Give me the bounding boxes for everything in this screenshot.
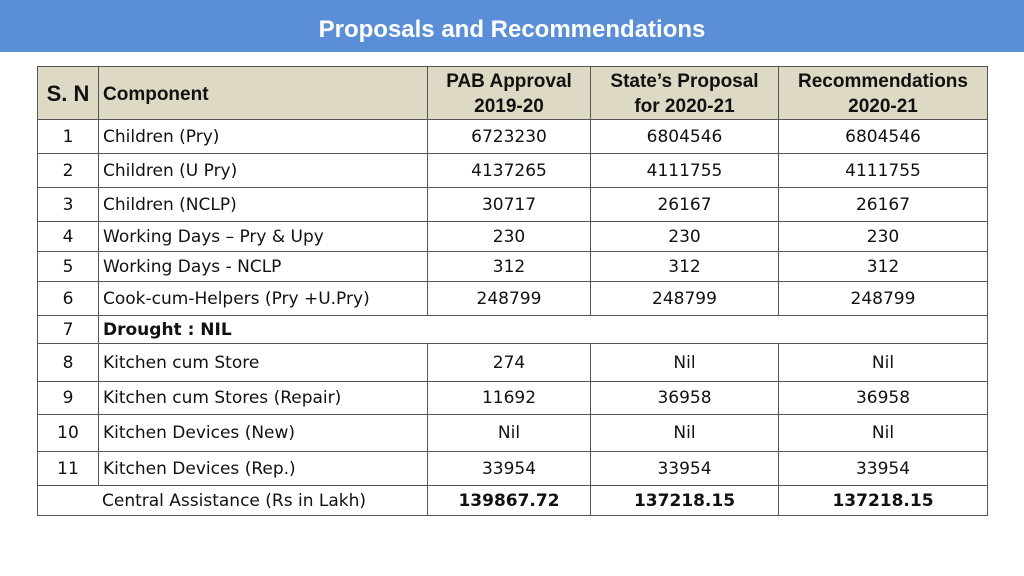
header-line: 2020-21 [848, 96, 918, 117]
cell: Nil [590, 343, 779, 382]
cell: 30717 [427, 187, 591, 222]
component-cell: Drought : NIL [98, 315, 988, 344]
header-cell: Component [98, 66, 428, 120]
component-cell: Children (NCLP) [98, 187, 428, 222]
cell: 4111755 [778, 153, 988, 188]
title-bar: Proposals and Recommendations [0, 0, 1024, 52]
cell: 6804546 [778, 119, 988, 154]
total-row: Central Assistance (Rs in Lakh) 139867.72… [37, 485, 988, 516]
cell: 2 [37, 153, 99, 188]
cell: 4111755 [590, 153, 779, 188]
table-row: 7 Drought : NIL [37, 315, 988, 344]
cell: 9 [37, 381, 99, 415]
table-row: 11 Kitchen Devices (Rep.) 33954 33954 33954 [37, 451, 988, 486]
header-line: for 2020-21 [634, 96, 735, 117]
cell: 248799 [427, 281, 591, 316]
cell: Nil [778, 343, 988, 382]
cell: 11692 [427, 381, 591, 415]
cell: 1 [37, 119, 99, 154]
cell: 33954 [427, 451, 591, 486]
component-cell: Children (Pry) [98, 119, 428, 154]
header-cell: PAB Approval 2019-20 [427, 66, 591, 120]
cell: 5 [37, 251, 99, 282]
header-line: 2019-20 [474, 96, 544, 117]
cell: Nil [590, 414, 779, 452]
component-cell: Working Days - NCLP [98, 251, 428, 282]
table-row: 1 Children (Pry) 6723230 6804546 6804546 [37, 119, 988, 154]
cell: 10 [37, 414, 99, 452]
cell: Nil [427, 414, 591, 452]
cell: 312 [427, 251, 591, 282]
title: Proposals and Recommendations [318, 16, 706, 43]
table: S. N Component PAB Approval 2019-20 State’s … [37, 66, 988, 516]
component-cell: Kitchen cum Stores (Repair) [98, 381, 428, 415]
total-value: 139867.72 [427, 485, 591, 516]
component-cell: Kitchen Devices (Rep.) [98, 451, 428, 486]
component-cell: Children (U Pry) [98, 153, 428, 188]
table-row: 3 Children (NCLP) 30717 26167 26167 [37, 187, 988, 222]
cell: 274 [427, 343, 591, 382]
table-row: 9 Kitchen cum Stores (Repair) 11692 36958 36… [37, 381, 988, 415]
header-cell: S. N [37, 66, 99, 120]
component-cell: Kitchen Devices (New) [98, 414, 428, 452]
cell: 33954 [778, 451, 988, 486]
header-line: S. N [46, 80, 90, 106]
cell: 26167 [590, 187, 779, 222]
cell: 7 [37, 315, 99, 344]
cell: 312 [778, 251, 988, 282]
cell: 248799 [590, 281, 779, 316]
cell: 230 [590, 221, 779, 252]
cell: 6 [37, 281, 99, 316]
cell: 36958 [590, 381, 779, 415]
cell: 26167 [778, 187, 988, 222]
table-row: 6 Cook-cum-Helpers (Pry +U.Pry) 248799 2487… [37, 281, 988, 316]
header-line: Component [103, 83, 209, 105]
table-row: 8 Kitchen cum Store 274 Nil Nil [37, 343, 988, 382]
cell: 230 [427, 221, 591, 252]
cell: 230 [778, 221, 988, 252]
cell: 36958 [778, 381, 988, 415]
header-line: PAB Approval [446, 71, 572, 92]
cell: 4 [37, 221, 99, 252]
cell: 4137265 [427, 153, 591, 188]
header-cell: Recommendations 2020-21 [778, 66, 988, 120]
table-row: 10 Kitchen Devices (New) Nil Nil Nil [37, 414, 988, 452]
cell: 248799 [778, 281, 988, 316]
header-line: State’s Proposal [610, 71, 759, 92]
cell: 6804546 [590, 119, 779, 154]
table-row: 4 Working Days – Pry & Upy 230 230 230 [37, 221, 988, 252]
cell: 8 [37, 343, 99, 382]
header-row: S. N Component PAB Approval 2019-20 State’s … [37, 66, 988, 120]
component-cell: Cook-cum-Helpers (Pry +U.Pry) [98, 281, 428, 316]
header-cell: State’s Proposal for 2020-21 [590, 66, 779, 120]
component-cell: Kitchen cum Store [98, 343, 428, 382]
cell: 6723230 [427, 119, 591, 154]
total-value: 137218.15 [778, 485, 988, 516]
header-line: Recommendations [798, 71, 968, 92]
total-value: 137218.15 [590, 485, 779, 516]
cell: 3 [37, 187, 99, 222]
total-label: Central Assistance (Rs in Lakh) [37, 485, 428, 516]
cell: 11 [37, 451, 99, 486]
table-row: 5 Working Days - NCLP 312 312 312 [37, 251, 988, 282]
component-cell: Working Days – Pry & Upy [98, 221, 428, 252]
cell: 312 [590, 251, 779, 282]
table-row: 2 Children (U Pry) 4137265 4111755 4111755 [37, 153, 988, 188]
cell: Nil [778, 414, 988, 452]
cell: 33954 [590, 451, 779, 486]
